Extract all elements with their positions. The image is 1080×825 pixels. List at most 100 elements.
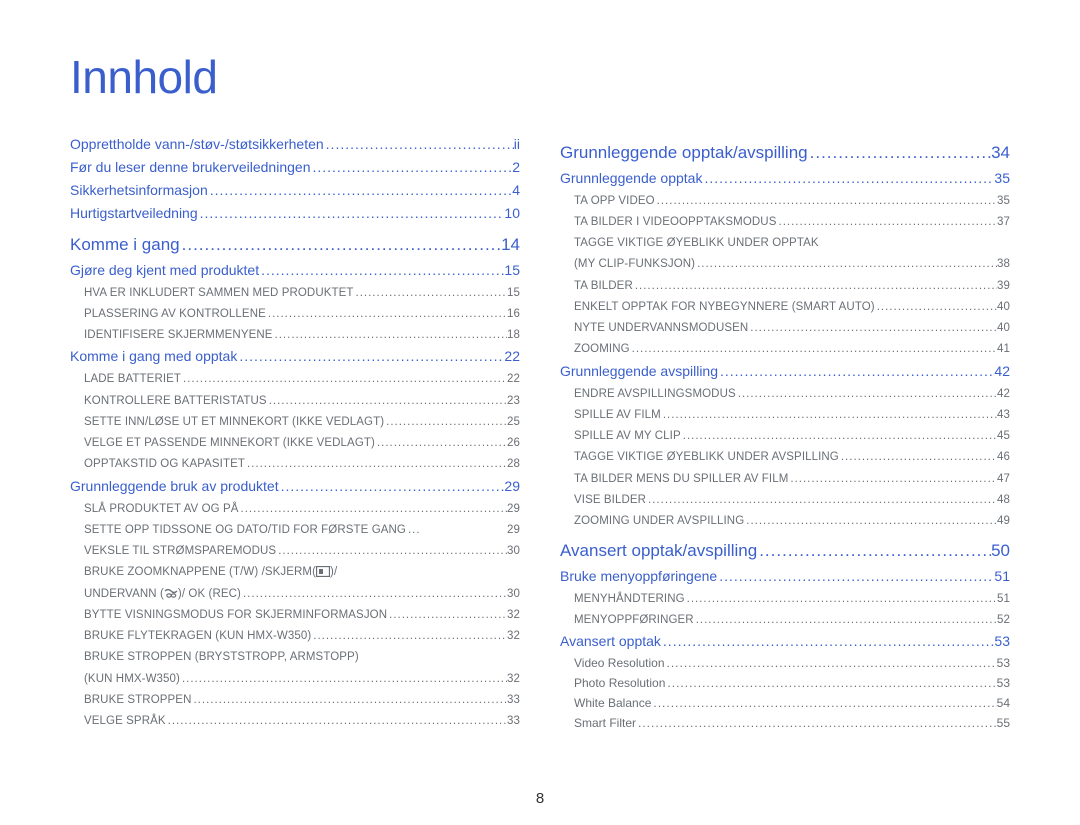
toc-entry[interactable]: TAGGE VIKTIGE ØYEBLIKK UNDER AVSPILLING.… — [560, 449, 1010, 466]
toc-entry-label: TAGGE VIKTIGE ØYEBLIKK UNDER AVSPILLING — [574, 449, 839, 466]
toc-entry[interactable]: Komme i gang............................… — [70, 232, 520, 258]
toc-leader: ........................................… — [661, 407, 997, 424]
toc-entry[interactable]: UNDERVANN ()/ OK (REC)..................… — [70, 586, 520, 603]
toc-entry[interactable]: VELGE ET PASSENDE MINNEKORT (IKKE VEDLAG… — [70, 435, 520, 452]
toc-leader: ........................................… — [266, 306, 507, 323]
toc-entry[interactable]: BRUKE ZOOMKNAPPENE (T/W) /SKJERM()/ — [70, 564, 520, 581]
toc-entry[interactable]: MENYOPPFØRINGER.........................… — [560, 612, 1010, 629]
toc-leader: ........................................… — [717, 566, 994, 587]
page-number: 8 — [536, 790, 544, 807]
toc-entry[interactable]: Grunnleggende opptak....................… — [560, 168, 1010, 189]
toc-entry-page: 32 — [507, 607, 520, 624]
toc-leader: ........................................… — [237, 346, 504, 367]
toc-leader: ... — [406, 522, 507, 539]
toc-entry-label: Grunnleggende avspilling — [560, 361, 718, 382]
toc-entry[interactable]: TA BILDER MENS DU SPILLER AV FILM.......… — [560, 471, 1010, 488]
toc-entry[interactable]: Før du leser denne brukerveiledningen...… — [70, 157, 520, 178]
toc-entry[interactable]: Video Resolution........................… — [560, 654, 1010, 672]
toc-entry-label: Avansert opptak/avspilling — [560, 538, 757, 564]
toc-entry-label: UNDERVANN ()/ OK (REC) — [84, 586, 241, 603]
toc-entry[interactable]: BYTTE VISNINGSMODUS FOR SKJERMINFORMASJO… — [70, 607, 520, 624]
toc-entry-label: PLASSERING AV KONTROLLENE — [84, 306, 266, 323]
toc-entry[interactable]: Hurtigstartveiledning...................… — [70, 203, 520, 224]
toc-entry[interactable]: SLÅ PRODUKTET AV OG PÅ..................… — [70, 501, 520, 518]
toc-entry-label: MENYHÅNDTERING — [574, 591, 685, 608]
toc-entry[interactable]: TA BILDER...............................… — [560, 278, 1010, 295]
toc-entry-label: Hurtigstartveiledning — [70, 203, 198, 224]
toc-entry-label: BRUKE ZOOMKNAPPENE (T/W) /SKJERM()/ — [84, 564, 337, 581]
toc-entry-page: 47 — [997, 471, 1010, 488]
toc-entry[interactable]: (KUN HMX-W350)..........................… — [70, 671, 520, 688]
toc-entry[interactable]: SETTE OPP TIDSSONE OG DATO/TID FOR FØRST… — [70, 522, 520, 539]
toc-entry[interactable]: Bruke menyoppføringene..................… — [560, 566, 1010, 587]
toc-entry-page: 38 — [997, 256, 1010, 273]
toc-leader: ........................................… — [267, 393, 507, 410]
toc-entry[interactable]: ZOOMING UNDER AVSPILLING................… — [560, 513, 1010, 530]
underwater-icon — [164, 588, 178, 599]
toc-entry[interactable]: Grunnleggende bruk av produktet.........… — [70, 476, 520, 497]
toc-leader: ........................................… — [777, 214, 998, 231]
toc-entry-label: (MY CLIP-FUNKSJON) — [574, 256, 695, 273]
toc-entry-page: 26 — [507, 435, 520, 452]
toc-entry-label: Opprettholde vann-/støv-/støtsikkerheten — [70, 134, 324, 155]
toc-entry[interactable]: VISE BILDER.............................… — [560, 492, 1010, 509]
toc-entry[interactable]: Avansert opptak.........................… — [560, 631, 1010, 652]
toc-entry-label: ENDRE AVSPILLINGSMODUS — [574, 386, 736, 403]
toc-entry-label: OPPTAKSTID OG KAPASITET — [84, 456, 245, 473]
toc-entry[interactable]: VEKSLE TIL STRØMSPAREMODUS..............… — [70, 543, 520, 560]
toc-entry[interactable]: MENYHÅNDTERING..........................… — [560, 591, 1010, 608]
toc-entry[interactable]: BRUKE FLYTEKRAGEN (KUN HMX-W350)........… — [70, 628, 520, 645]
toc-entry[interactable]: ENKELT OPPTAK FOR NYBEGYNNERE (SMART AUT… — [560, 299, 1010, 316]
toc-entry[interactable]: Komme i gang med opptak.................… — [70, 346, 520, 367]
toc-entry-page: 32 — [507, 628, 520, 645]
toc-entry-label: (KUN HMX-W350) — [84, 671, 180, 688]
toc-entry-page: 42 — [997, 386, 1010, 403]
toc-entry-page: 33 — [507, 713, 520, 730]
toc-entry-label: Komme i gang — [70, 232, 180, 258]
toc-entry-label: Avansert opptak — [560, 631, 661, 652]
toc-entry[interactable]: Gjøre deg kjent med produktet...........… — [70, 260, 520, 281]
toc-entry[interactable]: NYTE UNDERVANNSMODUSEN..................… — [560, 320, 1010, 337]
toc-entry[interactable]: ZOOMING.................................… — [560, 341, 1010, 358]
toc-leader: ........................................… — [744, 513, 997, 530]
toc-entry[interactable]: HVA ER INKLUDERT SAMMEN MED PRODUKTET...… — [70, 285, 520, 302]
toc-entry[interactable]: Grunnleggende avspilling................… — [560, 361, 1010, 382]
toc-entry[interactable]: Sikkerhetsinformasjon...................… — [70, 180, 520, 201]
toc-entry[interactable]: BRUKE STROPPEN (BRYSTSTROPP, ARMSTOPP) — [70, 649, 520, 666]
toc-entry-page: 49 — [997, 513, 1010, 530]
toc-entry[interactable]: Smart Filter............................… — [560, 714, 1010, 732]
toc-entry[interactable]: White Balance...........................… — [560, 694, 1010, 712]
screen-icon — [316, 566, 330, 577]
toc-entry-label: SPILLE AV FILM — [574, 407, 661, 424]
toc-entry[interactable]: TA BILDER I VIDEOOPPTAKSMODUS...........… — [560, 214, 1010, 231]
toc-entry-page: 29 — [507, 522, 520, 539]
toc-entry[interactable]: PLASSERING AV KONTROLLENE...............… — [70, 306, 520, 323]
toc-entry[interactable]: Avansert opptak/avspilling..............… — [560, 538, 1010, 564]
toc-entry[interactable]: Grunnleggende opptak/avspilling.........… — [560, 140, 1010, 166]
toc-entry-label: IDENTIFISERE SKJERMMENYENE — [84, 327, 273, 344]
toc-entry[interactable]: IDENTIFISERE SKJERMMENYENE..............… — [70, 327, 520, 344]
toc-entry-page: 51 — [997, 591, 1010, 608]
toc-entry[interactable]: OPPTAKSTID OG KAPASITET.................… — [70, 456, 520, 473]
toc-entry[interactable]: SPILLE AV FILM..........................… — [560, 407, 1010, 424]
toc-entry[interactable]: TAGGE VIKTIGE ØYEBLIKK UNDER OPPTAK — [560, 235, 1010, 252]
toc-entry[interactable]: Photo Resolution........................… — [560, 674, 1010, 692]
toc-entry[interactable]: VELGE SPRÅK.............................… — [70, 713, 520, 730]
toc-entry[interactable]: ENDRE AVSPILLINGSMODUS..................… — [560, 386, 1010, 403]
toc-entry[interactable]: Opprettholde vann-/støv-/støtsikkerheten… — [70, 134, 520, 155]
toc-entry[interactable]: SETTE INN/LØSE UT ET MINNEKORT (IKKE VED… — [70, 414, 520, 431]
toc-entry[interactable]: SPILLE AV MY CLIP.......................… — [560, 428, 1010, 445]
toc-entry-label: Gjøre deg kjent med produktet — [70, 260, 259, 281]
toc-entry-label: KONTROLLERE BATTERISTATUS — [84, 393, 267, 410]
toc-entry[interactable]: (MY CLIP-FUNKSJON)......................… — [560, 256, 1010, 273]
toc-entry-page: 40 — [997, 299, 1010, 316]
toc-entry-page: 48 — [997, 492, 1010, 509]
toc-leader: ........................................… — [354, 285, 507, 302]
toc-entry[interactable]: BRUKE STROPPEN..........................… — [70, 692, 520, 709]
toc-entry[interactable]: LADE BATTERIET..........................… — [70, 371, 520, 388]
toc-leader: ........................................… — [655, 193, 997, 210]
toc-entry[interactable]: KONTROLLERE BATTERISTATUS...............… — [70, 393, 520, 410]
toc-leader: ........................................… — [681, 428, 997, 445]
toc-entry-label: VISE BILDER — [574, 492, 646, 509]
toc-entry[interactable]: TA OPP VIDEO............................… — [560, 193, 1010, 210]
